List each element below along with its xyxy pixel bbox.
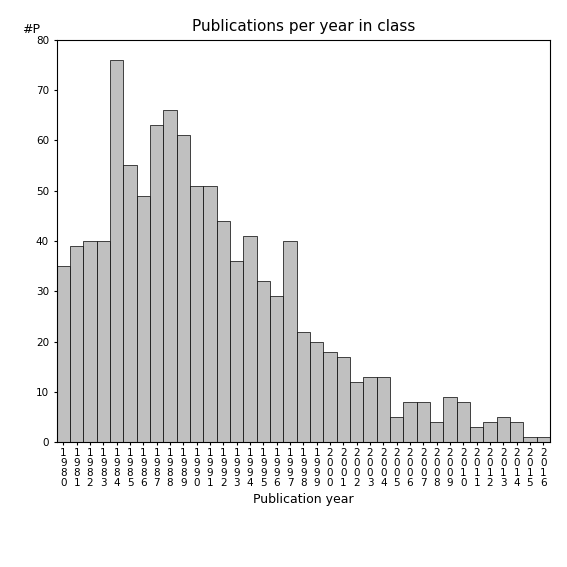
Bar [523,437,536,442]
Bar [217,221,230,442]
X-axis label: Publication year: Publication year [253,493,354,506]
Bar [257,281,270,442]
Bar [403,402,417,442]
Bar [243,236,257,442]
Bar [350,382,363,442]
Bar [270,297,284,442]
Bar [137,196,150,442]
Bar [456,402,470,442]
Bar [150,125,163,442]
Bar [110,60,124,442]
Bar [443,397,456,442]
Bar [376,377,390,442]
Bar [497,417,510,442]
Bar [536,437,550,442]
Bar [337,357,350,442]
Bar [190,185,204,442]
Bar [430,422,443,442]
Bar [323,352,337,442]
Bar [284,241,297,442]
Text: #P: #P [22,23,40,36]
Bar [390,417,403,442]
Title: Publications per year in class: Publications per year in class [192,19,415,35]
Bar [363,377,376,442]
Bar [163,110,177,442]
Bar [177,136,190,442]
Bar [57,266,70,442]
Bar [310,341,323,442]
Bar [510,422,523,442]
Bar [70,246,83,442]
Bar [483,422,497,442]
Bar [124,166,137,442]
Bar [83,241,97,442]
Bar [97,241,110,442]
Bar [204,185,217,442]
Bar [230,261,243,442]
Bar [417,402,430,442]
Bar [297,332,310,442]
Bar [470,427,483,442]
